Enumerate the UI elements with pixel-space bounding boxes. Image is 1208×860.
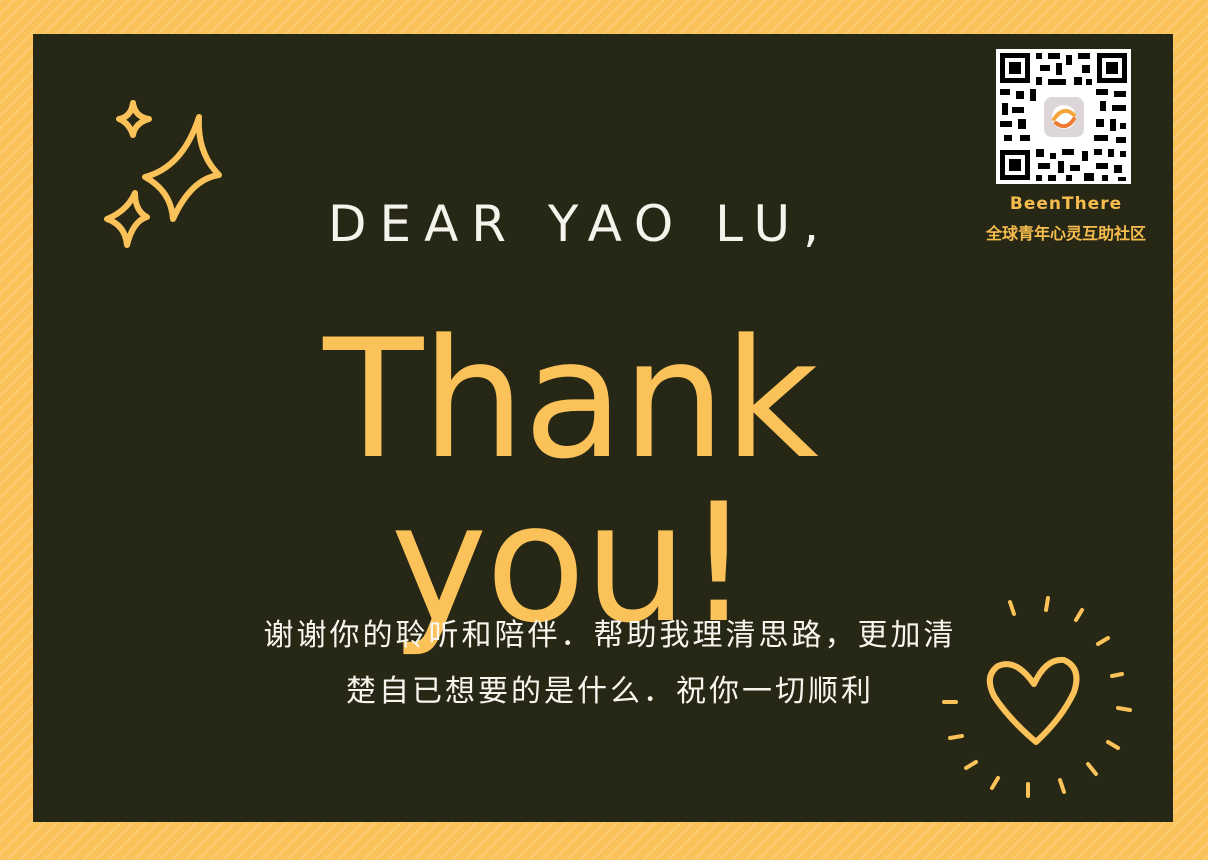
message-line: 楚自已想要的是什么．祝你一切顺利 xyxy=(346,674,874,709)
brand-name: BeenThere xyxy=(1009,194,1123,214)
brand-tagline: 全球青年心灵互助社区 xyxy=(985,224,1146,243)
message-line: 谢谢你的聆听和陪伴．帮助我理清思路，更加清 xyxy=(263,618,957,653)
sparkle-icon xyxy=(104,100,222,248)
thank-you-card xyxy=(33,34,1173,822)
qr-code-icon xyxy=(996,49,1131,184)
thank-you-message: 谢谢你的聆听和陪伴．帮助我理清思路，更加清 楚自已想要的是什么．祝你一切顺利 xyxy=(120,608,1100,720)
thank-you-headline: Thank you! xyxy=(323,304,819,659)
heart-icon xyxy=(942,596,1132,798)
greeting: DEAR YAO LU, xyxy=(327,195,833,253)
qr-code xyxy=(996,49,1131,184)
